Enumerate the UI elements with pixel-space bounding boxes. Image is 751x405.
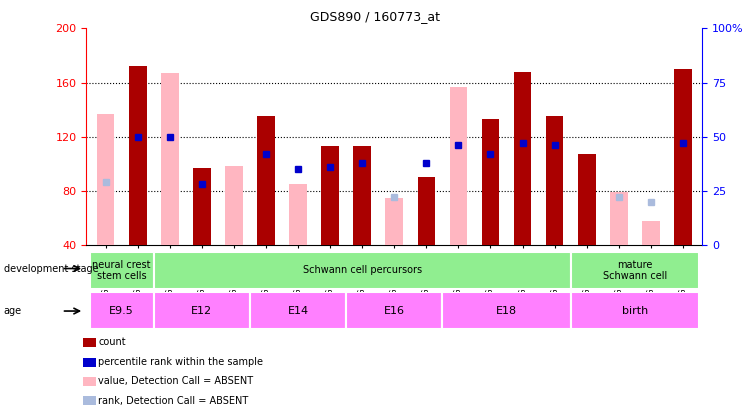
Text: birth: birth xyxy=(622,306,648,316)
Bar xyxy=(450,87,467,245)
Bar xyxy=(83,396,96,405)
Bar xyxy=(97,114,114,245)
Text: neural crest
stem cells: neural crest stem cells xyxy=(92,260,151,281)
Bar xyxy=(289,184,307,245)
Bar xyxy=(418,177,435,245)
Bar xyxy=(481,119,499,245)
Bar xyxy=(83,358,96,367)
Text: E18: E18 xyxy=(496,306,517,316)
Bar xyxy=(571,292,699,329)
Bar xyxy=(442,292,571,329)
Bar xyxy=(546,116,563,245)
Bar xyxy=(321,146,339,245)
Bar xyxy=(257,116,275,245)
Bar xyxy=(578,154,596,245)
Bar xyxy=(674,69,692,245)
Bar xyxy=(642,221,659,245)
Bar xyxy=(346,292,442,329)
Bar xyxy=(571,252,699,289)
Bar xyxy=(610,192,628,245)
Text: development stage: development stage xyxy=(4,264,98,273)
Bar xyxy=(354,146,371,245)
Bar xyxy=(89,252,154,289)
Bar xyxy=(193,168,210,245)
Text: percentile rank within the sample: percentile rank within the sample xyxy=(98,357,264,367)
Text: E12: E12 xyxy=(192,306,213,316)
Bar xyxy=(83,377,96,386)
Text: Schwann cell percursors: Schwann cell percursors xyxy=(303,265,422,275)
Bar xyxy=(154,252,571,289)
Text: mature
Schwann cell: mature Schwann cell xyxy=(603,260,667,281)
Text: count: count xyxy=(98,337,126,347)
Bar xyxy=(385,198,403,245)
Text: E9.5: E9.5 xyxy=(110,306,134,316)
Bar xyxy=(154,292,250,329)
Bar xyxy=(514,72,532,245)
Bar xyxy=(129,66,146,245)
Text: value, Detection Call = ABSENT: value, Detection Call = ABSENT xyxy=(98,376,254,386)
Bar xyxy=(225,166,243,245)
Text: E14: E14 xyxy=(288,306,309,316)
Bar xyxy=(89,292,154,329)
Text: rank, Detection Call = ABSENT: rank, Detection Call = ABSENT xyxy=(98,396,249,405)
Bar xyxy=(161,73,179,245)
Text: age: age xyxy=(4,306,22,316)
Bar xyxy=(250,292,346,329)
Bar xyxy=(83,338,96,347)
Text: E16: E16 xyxy=(384,306,405,316)
Text: GDS890 / 160773_at: GDS890 / 160773_at xyxy=(310,10,441,23)
